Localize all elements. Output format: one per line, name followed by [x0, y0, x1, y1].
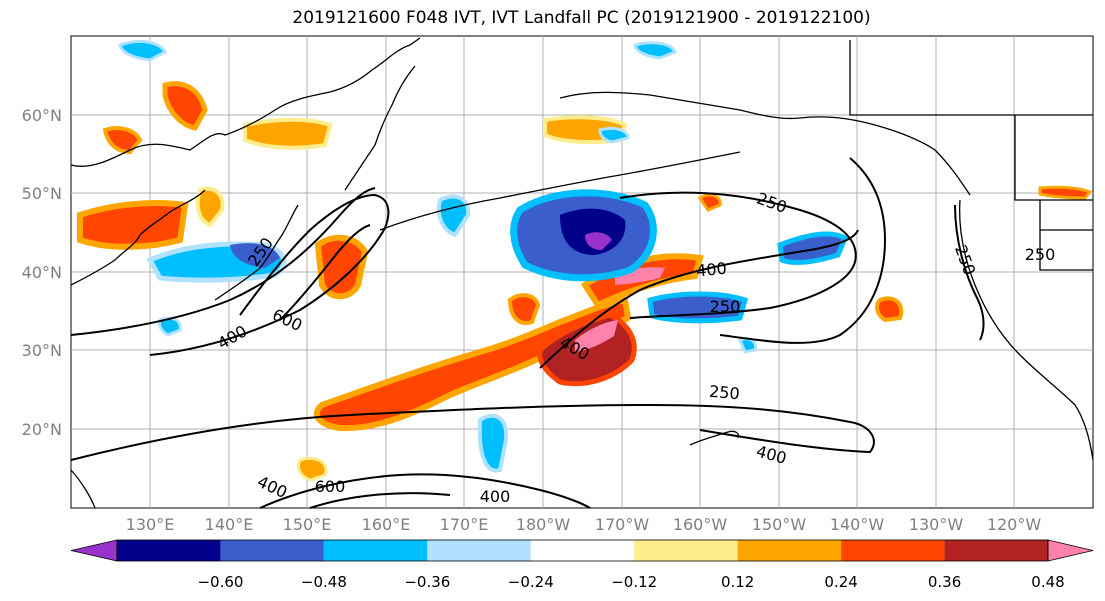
coastlines: [70, 37, 1094, 509]
colorbar-tick-label: −0.24: [508, 573, 554, 591]
longitude-label: 130°E: [126, 515, 175, 534]
ne-low: [777, 231, 849, 265]
longitude-label: 170°E: [440, 515, 489, 534]
colorbar-ticks: −0.60 −0.48 −0.36 −0.24 −0.12 0.12 0.24 0.36 0.4…: [197, 573, 1064, 591]
longitude-label: 120°W: [987, 515, 1042, 534]
kuril-plume: [314, 234, 369, 300]
longitude-label: 130°W: [909, 515, 964, 534]
contour-label: 250: [1025, 245, 1056, 264]
contour-coast-250: [719, 157, 887, 344]
colorbar-segment: [220, 540, 324, 561]
longitude-label: 140°E: [205, 515, 254, 534]
low-core: [560, 208, 626, 255]
latitude-label: 20°N: [22, 420, 62, 439]
contour-tropical-400b: [699, 421, 875, 454]
china-coast: [70, 189, 206, 286]
kamchatka-plume: [243, 117, 333, 150]
pacific-blob-1: [507, 293, 541, 325]
west-plume: [195, 186, 225, 228]
north-america-patch: [1038, 185, 1093, 200]
low-peak: [585, 232, 612, 250]
contour-tropical-250: [70, 403, 851, 461]
se-patch: [697, 193, 722, 212]
asia-coast: [70, 37, 421, 167]
contour-label: 400: [480, 487, 511, 506]
contour-gulf-400: [539, 229, 859, 369]
na-states: [1039, 200, 1093, 271]
aleutians: [379, 151, 741, 231]
contour-japan-400: [149, 193, 390, 356]
contour-gulf-250: [619, 191, 857, 319]
japan-south-patch: [102, 126, 143, 155]
contour-na-250: [954, 204, 985, 341]
kamchatka: [344, 65, 416, 191]
contour-label: 250: [708, 382, 740, 404]
ar-core-peak: [575, 320, 618, 352]
east-low: [647, 291, 749, 324]
bering-low: [598, 126, 630, 144]
colorbar-segment: [841, 540, 945, 561]
colorbar-tick-label: 0.48: [1031, 573, 1064, 591]
colorbar-segment: [117, 540, 221, 561]
contour-tropical-400: [259, 473, 591, 509]
colorbar-tick-label: 0.36: [928, 573, 961, 591]
longitude-label: 150°W: [752, 515, 807, 534]
latitude-label: 40°N: [22, 263, 62, 282]
okhotsk-plume: [162, 81, 208, 131]
contour-japan-600: [279, 224, 371, 321]
longitude-label: 160°E: [362, 515, 411, 534]
longitude-label: 150°E: [283, 515, 332, 534]
contour-tropical-600: [309, 492, 451, 509]
hawaii-islands: [689, 430, 740, 446]
longitude-labels: 130°E 140°E 150°E 160°E 170°E 180°W 170°W 160°W…: [126, 515, 1042, 534]
latitude-label: 30°N: [22, 341, 62, 360]
colorbar-segment: [634, 540, 738, 561]
tropical-patch: [296, 456, 328, 482]
latitude-labels: 60°N 50°N 40°N 30°N 20°N: [22, 106, 62, 439]
latitude-label: 50°N: [22, 184, 62, 203]
ivt-contours: [70, 157, 985, 509]
positive-anomaly-shading: [77, 81, 1093, 482]
latitude-label: 60°N: [22, 106, 62, 125]
colorbar-segment: [944, 540, 1048, 561]
map-title: 2019121600 F048 IVT, IVT Landfall PC (20…: [292, 8, 871, 28]
colorbar-segment: [323, 540, 428, 561]
philippines: [70, 469, 96, 509]
colorbar-tick-label: −0.48: [301, 573, 347, 591]
contour-label: 250: [710, 297, 741, 316]
longitude-label: 180°W: [516, 515, 571, 534]
alaska-coast: [559, 91, 971, 196]
colorbar-extend-high: [1047, 539, 1094, 562]
longitude-label: 140°W: [830, 515, 885, 534]
tropical-low: [477, 413, 509, 473]
na-border: [849, 40, 1093, 201]
negative-anomaly-shading: [118, 40, 849, 473]
na-west-coast: [959, 199, 1094, 461]
colorbar-tick-label: 0.24: [824, 573, 857, 591]
colorbar-tick-label: −0.12: [611, 573, 657, 591]
okhotsk-low: [118, 40, 167, 62]
colorbar-segment: [427, 540, 531, 561]
colorbar-tick-label: −0.36: [404, 573, 450, 591]
nw-low-core: [230, 243, 280, 268]
contour-label: 600: [315, 477, 346, 496]
colorbar-extend-low: [70, 539, 118, 562]
japan: [214, 204, 299, 301]
colorbar-tick-label: 0.12: [721, 573, 754, 591]
colorbar-segment: [530, 540, 635, 561]
midlat-patch: [875, 296, 904, 323]
nw-north-low: [633, 41, 677, 60]
contour-label: 400: [695, 259, 727, 281]
longitude-label: 170°W: [595, 515, 650, 534]
colorbar-segment: [737, 540, 842, 561]
colorbar-tick-label: −0.60: [197, 573, 243, 591]
longitude-label: 160°W: [673, 515, 728, 534]
colorbar: −0.60 −0.48 −0.36 −0.24 −0.12 0.12 0.24 0.36 0.4…: [70, 539, 1094, 591]
japan-plume: [77, 200, 189, 250]
